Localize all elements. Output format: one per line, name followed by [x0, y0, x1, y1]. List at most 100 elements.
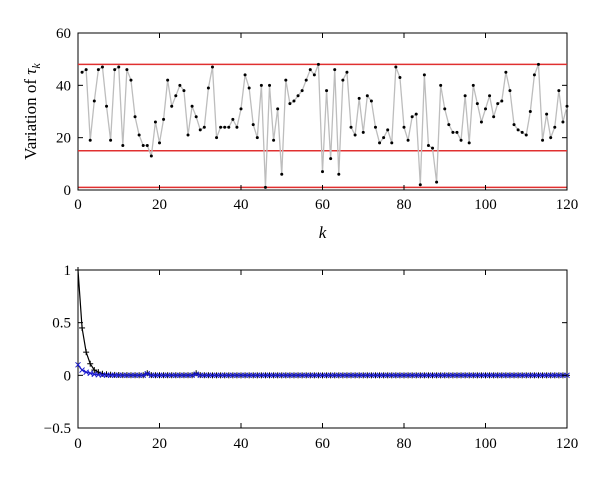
- bottom-series-2-marker: [327, 372, 334, 379]
- bottom-series-2-marker: [405, 372, 411, 379]
- top-chart: 0 20 40 60 80 100 120 0 20 40 60 k Variation of τ…: [21, 26, 578, 242]
- top-data-point: [382, 136, 386, 140]
- top-data-point: [321, 170, 324, 174]
- bottom-series-2-marker: [193, 371, 200, 378]
- bottom-series-2-marker: [360, 372, 367, 379]
- bottom-series-2-marker: [185, 372, 191, 379]
- top-data-point: [133, 115, 137, 119]
- top-data-point: [219, 125, 223, 129]
- top-data-point: [247, 86, 251, 90]
- top-data-point: [386, 128, 390, 132]
- top-data-point: [341, 78, 345, 82]
- top-data-point: [223, 125, 227, 129]
- bottom-series-2-marker: [433, 372, 440, 379]
- bottom-series-2-marker: [531, 372, 538, 379]
- bottom-series-2-marker: [429, 372, 436, 379]
- bottom-series-2-marker: [503, 372, 509, 379]
- top-series: [80, 62, 569, 189]
- top-data-point: [231, 117, 235, 121]
- top-data-point: [174, 94, 178, 98]
- bottom-series: [75, 267, 570, 379]
- bottom-series-2-marker: [246, 372, 253, 379]
- bottom-series-2-marker: [376, 372, 383, 379]
- top-data-point: [251, 123, 255, 127]
- top-data-point: [439, 83, 443, 87]
- top-x-tick-label: 80: [397, 197, 412, 213]
- bottom-series-2-marker: [372, 372, 379, 379]
- bottom-y-ticks: −0.5 0 0.5 1: [44, 263, 567, 437]
- bottom-series-2-marker: [258, 372, 265, 379]
- top-data-point: [431, 146, 435, 150]
- bottom-series-2-marker: [450, 372, 456, 379]
- top-data-point: [353, 133, 357, 137]
- bottom-series-2-marker: [111, 372, 118, 379]
- top-data-point: [435, 180, 439, 184]
- top-data-point: [325, 89, 329, 93]
- bottom-series-1-marker: [83, 349, 90, 356]
- bottom-series-2-marker: [128, 372, 134, 379]
- bottom-x-ticks: 0 20 40 60 80 100 120: [74, 270, 578, 452]
- top-data-point: [516, 128, 520, 132]
- bottom-series-2-marker: [409, 372, 416, 379]
- top-data-point: [96, 68, 100, 72]
- bottom-series-2-marker: [539, 372, 546, 379]
- bottom-series-2-marker: [368, 372, 375, 379]
- top-data-point: [488, 94, 492, 98]
- bottom-series-2-marker: [441, 372, 448, 379]
- top-data-point: [536, 62, 540, 66]
- bottom-series-2-marker: [466, 372, 473, 379]
- top-series-line: [81, 64, 568, 188]
- bottom-series-1-marker: [87, 360, 94, 367]
- top-data-point: [206, 86, 210, 90]
- top-data-point: [369, 99, 373, 103]
- top-data-point: [259, 83, 263, 87]
- bottom-series-2-marker: [177, 372, 183, 379]
- top-data-point: [235, 125, 239, 129]
- top-data-point: [553, 125, 557, 129]
- bottom-series-2-marker: [437, 372, 444, 379]
- top-data-point: [178, 83, 182, 87]
- top-data-point: [426, 144, 430, 148]
- top-data-point: [406, 138, 410, 142]
- bottom-series-2-marker: [555, 372, 562, 379]
- bottom-series-2-marker: [270, 372, 277, 379]
- bottom-series-2-marker: [303, 372, 310, 379]
- bottom-series-2-marker: [124, 372, 130, 379]
- top-data-point: [390, 141, 394, 145]
- bottom-series-2-marker: [547, 372, 554, 379]
- top-data-point: [129, 78, 133, 82]
- bottom-series-2-marker: [282, 372, 289, 379]
- top-data-point: [308, 68, 312, 72]
- top-data-point: [198, 128, 202, 132]
- top-data-point: [117, 65, 121, 69]
- bottom-x-tick-label: 80: [397, 436, 412, 452]
- bottom-series-2-marker: [490, 372, 497, 379]
- top-data-point: [443, 107, 447, 111]
- top-data-point: [272, 138, 276, 142]
- bottom-series-2-marker: [462, 372, 468, 379]
- bottom-x-tick-label: 60: [315, 436, 330, 452]
- bottom-series-2-marker: [75, 361, 81, 368]
- top-data-point: [492, 115, 496, 119]
- bottom-series-2-marker: [417, 372, 424, 379]
- bottom-series-2-marker: [229, 372, 236, 379]
- bottom-series-2-marker: [148, 372, 155, 379]
- top-data-point: [166, 78, 170, 82]
- top-data-point: [255, 136, 259, 140]
- top-data-point: [455, 130, 459, 134]
- bottom-series-2-marker: [119, 372, 126, 379]
- bottom-x-tick-label: 0: [74, 436, 82, 452]
- bottom-x-tick-label: 120: [556, 436, 579, 452]
- top-data-point: [292, 99, 296, 103]
- top-data-point: [373, 125, 377, 129]
- top-data-point: [284, 78, 288, 82]
- bottom-series-2-marker: [205, 372, 212, 379]
- bottom-series-2-marker: [401, 372, 407, 379]
- top-x-tick-label: 20: [152, 197, 167, 213]
- bottom-series-2-marker: [152, 372, 159, 379]
- top-y-ticks: 0 20 40 60: [56, 26, 567, 199]
- top-data-point: [333, 68, 337, 72]
- bottom-y-tick-label: 1: [64, 263, 72, 279]
- bottom-series-2-marker: [266, 372, 273, 379]
